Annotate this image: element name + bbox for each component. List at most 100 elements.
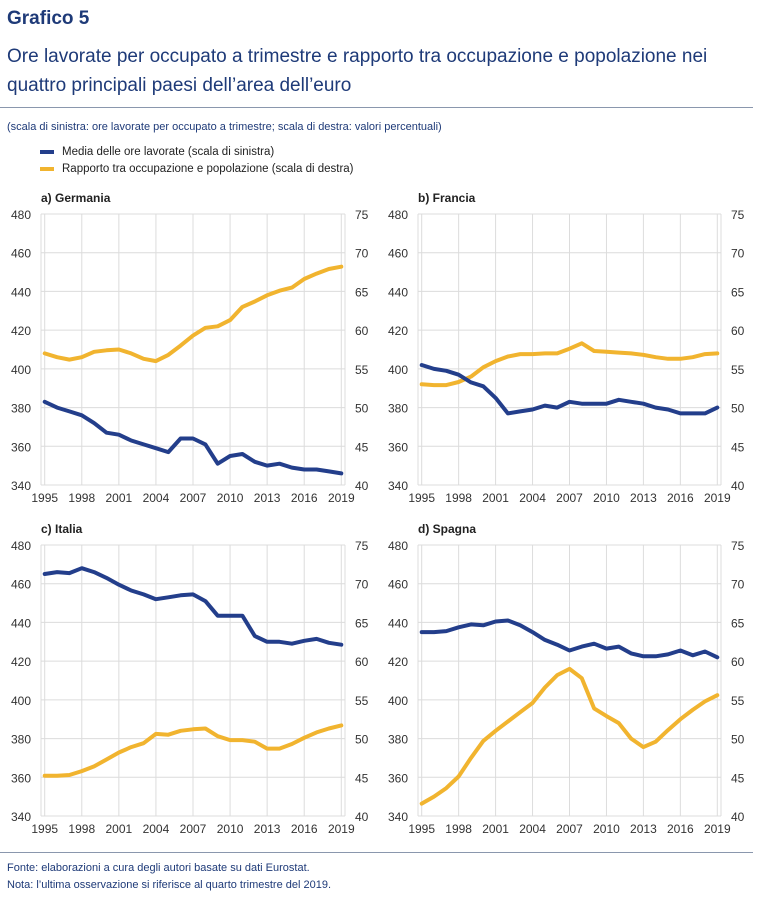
x-tick: 2001 (482, 822, 509, 836)
y-tick-left: 360 (11, 440, 31, 454)
x-tick: 2019 (704, 491, 731, 505)
y-tick-left: 380 (388, 733, 408, 747)
y-tick-right: 75 (731, 539, 745, 553)
x-tick: 1995 (31, 822, 58, 836)
x-tick: 2007 (556, 822, 583, 836)
y-tick-right: 60 (355, 655, 369, 669)
y-tick-left: 440 (11, 285, 31, 299)
y-tick-left: 480 (388, 208, 408, 222)
y-tick-left: 340 (11, 810, 31, 824)
x-tick: 2007 (180, 491, 207, 505)
series-hours-line (42, 399, 344, 476)
chart-panel-2: c) Italia 340 40 360 45 380 50 400 55 420 60 440 65 4… (11, 522, 369, 836)
x-tick: 2001 (482, 491, 509, 505)
x-tick: 2016 (291, 491, 318, 505)
y-tick-right: 50 (355, 402, 369, 416)
y-tick-left: 380 (11, 733, 31, 747)
x-tick: 2016 (667, 822, 694, 836)
x-tick: 2013 (254, 822, 281, 836)
y-tick-right: 55 (355, 363, 369, 377)
footnote: Nota: l’ultima osservazione si riferisce… (7, 879, 332, 891)
divider-top (0, 107, 753, 108)
x-tick: 1998 (445, 822, 472, 836)
y-tick-left: 440 (388, 616, 408, 630)
y-tick-right: 50 (731, 733, 745, 747)
y-tick-right: 55 (731, 363, 745, 377)
y-tick-left: 400 (388, 363, 408, 377)
x-tick: 2010 (593, 491, 620, 505)
legend-label: Media delle ore lavorate (scala di sinis… (62, 146, 275, 158)
y-tick-left: 340 (388, 479, 408, 493)
x-tick: 2019 (704, 822, 731, 836)
y-tick-right: 50 (731, 402, 745, 416)
y-tick-right: 60 (731, 324, 745, 338)
panel-title: c) Italia (41, 522, 83, 536)
panel-title: b) Francia (418, 191, 476, 205)
chart-panel-3: d) Spagna 340 40 360 45 380 50 400 55 420 60 440 65 4… (388, 522, 745, 836)
y-tick-right: 65 (731, 285, 745, 299)
x-tick: 2016 (667, 491, 694, 505)
y-tick-right: 55 (355, 694, 369, 708)
x-tick: 2001 (106, 822, 133, 836)
y-tick-left: 460 (388, 247, 408, 261)
y-tick-right: 45 (731, 440, 745, 454)
scale-note: (scala di sinistra: ore lavorate per occ… (7, 121, 442, 133)
series-ratio-line (419, 341, 720, 388)
x-tick: 2004 (143, 822, 170, 836)
y-tick-left: 340 (11, 479, 31, 493)
x-tick: 2013 (254, 491, 281, 505)
legend-item-hours: Media delle ore lavorate (scala di sinis… (40, 146, 274, 158)
series-ratio-line (42, 723, 344, 778)
figure-number: Grafico 5 (7, 8, 90, 29)
x-tick: 2004 (519, 822, 546, 836)
y-tick-left: 460 (11, 247, 31, 261)
y-tick-left: 360 (388, 440, 408, 454)
y-tick-right: 65 (355, 616, 369, 630)
panel-title: d) Spagna (418, 522, 476, 536)
y-tick-left: 360 (388, 771, 408, 785)
source-note: Fonte: elaborazioni a cura degli autori … (7, 862, 310, 874)
y-tick-right: 45 (355, 771, 369, 785)
x-tick: 1995 (408, 822, 435, 836)
y-tick-left: 440 (388, 285, 408, 299)
y-tick-right: 75 (355, 539, 369, 553)
x-tick: 1995 (31, 491, 58, 505)
y-tick-left: 420 (388, 655, 408, 669)
legend-label: Rapporto tra occupazione e popolazione (… (62, 163, 354, 175)
series-hours-line (419, 618, 720, 660)
chart-panel-1: b) Francia 340 40 360 45 380 50 400 55 420 60 440 65… (388, 191, 745, 505)
y-tick-left: 460 (388, 578, 408, 592)
x-tick: 2010 (593, 822, 620, 836)
y-tick-right: 70 (355, 578, 369, 592)
y-tick-right: 40 (731, 810, 745, 824)
y-tick-right: 70 (731, 578, 745, 592)
series-ratio-line (419, 666, 720, 806)
y-tick-right: 75 (355, 208, 369, 222)
y-tick-left: 420 (388, 324, 408, 338)
y-tick-right: 40 (731, 479, 745, 493)
y-tick-left: 420 (11, 655, 31, 669)
x-tick: 2010 (217, 491, 244, 505)
panel-title: a) Germania (41, 191, 111, 205)
legend-swatch-hours (40, 150, 54, 154)
y-tick-right: 50 (355, 733, 369, 747)
x-tick: 1995 (408, 491, 435, 505)
y-tick-left: 360 (11, 771, 31, 785)
y-tick-right: 60 (731, 655, 745, 669)
x-tick: 2007 (180, 822, 207, 836)
x-tick: 2016 (291, 822, 318, 836)
y-tick-right: 65 (355, 285, 369, 299)
y-tick-right: 55 (731, 694, 745, 708)
y-tick-right: 65 (731, 616, 745, 630)
y-tick-right: 45 (731, 771, 745, 785)
y-tick-right: 60 (355, 324, 369, 338)
y-tick-left: 400 (11, 694, 31, 708)
y-tick-left: 400 (11, 363, 31, 377)
x-tick: 1998 (68, 491, 95, 505)
x-tick: 2004 (519, 491, 546, 505)
legend-item-ratio: Rapporto tra occupazione e popolazione (… (40, 163, 354, 175)
y-tick-left: 480 (388, 539, 408, 553)
y-tick-left: 340 (388, 810, 408, 824)
